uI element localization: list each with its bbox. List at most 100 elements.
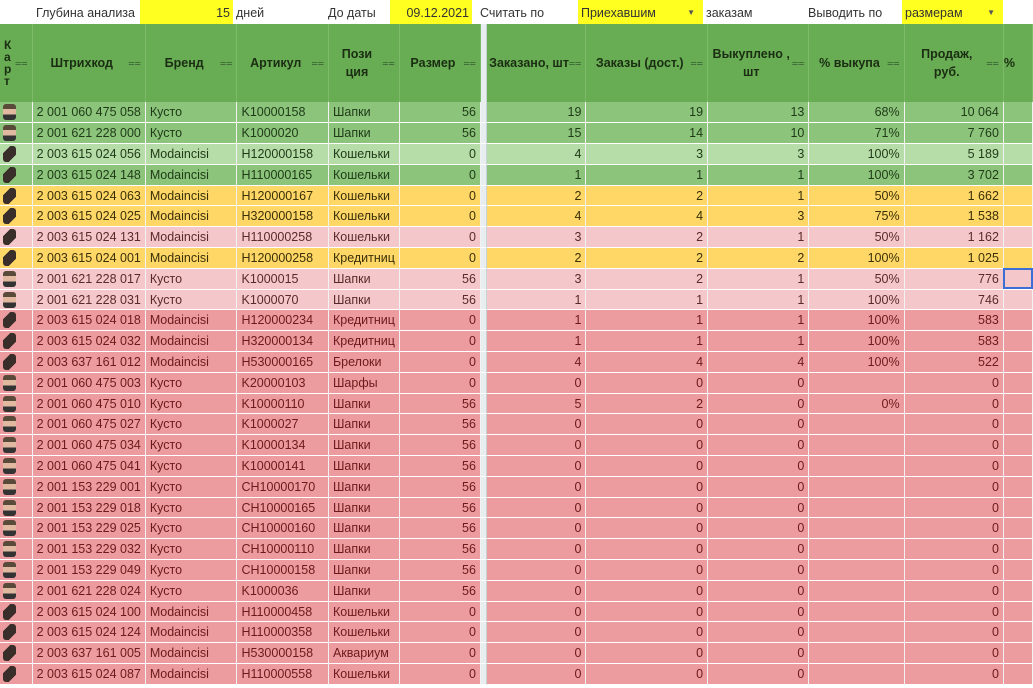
thumbnail-cell[interactable] [0,164,33,186]
cell-ordered[interactable]: 0 [486,455,587,477]
cell-barcode[interactable]: 2 001 153 229 025 [32,517,146,540]
cell-ordered[interactable]: 3 [486,226,587,249]
cell-bought[interactable]: 0 [707,413,810,436]
cell-pos[interactable]: Кошельки [328,185,400,207]
cell-bought[interactable]: 4 [707,351,810,373]
cell-pct[interactable]: 0% [808,393,905,415]
table-row[interactable]: 2 003 637 161 005 Modaincisi H530000158 Акв… [0,642,1033,665]
cell-sales[interactable]: 0 [904,538,1004,561]
cell-pct[interactable]: 75% [808,205,905,228]
cell-brand[interactable]: Кусто [145,559,238,581]
cell-bought[interactable]: 1 [707,185,810,207]
header-image[interactable]: Карт ⩵ [0,24,33,102]
cell-ordered[interactable]: 0 [486,497,587,519]
cell-brand[interactable]: Кусто [145,455,238,477]
cell-pct[interactable] [808,476,905,498]
cell-barcode[interactable]: 2 001 060 475 034 [32,434,146,457]
cell-extra[interactable] [1003,476,1033,498]
cell-sales[interactable]: 7 760 [904,122,1004,145]
cell-pct[interactable]: 100% [808,309,905,332]
cell-brand[interactable]: Кусто [145,538,238,561]
cell-sku[interactable]: CH10000165 [236,497,329,519]
cell-brand[interactable]: Modaincisi [145,226,238,249]
cell-sales[interactable]: 1 662 [904,185,1004,207]
cell-ordered_del[interactable]: 0 [585,476,709,498]
header-sku[interactable]: Артикул ⩵ [236,24,329,102]
cell-bought[interactable]: 0 [707,476,810,498]
thumbnail-cell[interactable] [0,330,33,353]
cell-ordered[interactable]: 1 [486,309,587,332]
cell-ordered[interactable]: 0 [486,538,587,561]
cell-sales[interactable]: 5 189 [904,143,1004,165]
thumbnail-cell[interactable] [0,580,33,602]
header-size[interactable]: Размер ⩵ [399,24,481,102]
cell-extra[interactable] [1003,247,1033,269]
thumbnail-cell[interactable] [0,663,33,685]
cell-pct[interactable] [808,621,905,644]
table-row[interactable]: 2 003 615 024 025 Modaincisi H320000158 Кош… [0,205,1033,228]
cell-pct[interactable] [808,372,905,394]
cell-brand[interactable]: Кусто [145,393,238,415]
cell-barcode[interactable]: 2 003 615 024 025 [32,205,146,228]
cell-sales[interactable]: 0 [904,580,1004,602]
cell-ordered_del[interactable]: 1 [585,164,709,186]
cell-pos[interactable]: Кредитниц [328,330,400,353]
cell-bought[interactable]: 0 [707,663,810,685]
table-row[interactable]: 2 003 615 024 148 Modaincisi H110000165 Кош… [0,164,1033,186]
cell-sales[interactable]: 1 025 [904,247,1004,269]
cell-bought[interactable]: 1 [707,309,810,332]
cell-bought[interactable]: 0 [707,559,810,581]
cell-sku[interactable]: K1000027 [236,413,329,436]
thumbnail-cell[interactable] [0,455,33,477]
table-row[interactable]: 2 003 615 024 018 Modaincisi H120000234 Кре… [0,309,1033,332]
cell-size[interactable]: 0 [399,351,481,373]
cell-sku[interactable]: H110000458 [236,601,329,623]
cell-ordered[interactable]: 0 [486,517,587,540]
cell-pct[interactable] [808,663,905,685]
cell-pct[interactable]: 100% [808,330,905,353]
cell-sku[interactable]: K10000141 [236,455,329,477]
cell-ordered[interactable]: 1 [486,289,587,311]
cell-bought[interactable]: 0 [707,580,810,602]
filter-icon[interactable]: ⩵ [382,57,395,69]
cell-ordered[interactable]: 4 [486,205,587,228]
cell-barcode[interactable]: 2 001 060 475 041 [32,455,146,477]
cell-brand[interactable]: Кусто [145,289,238,311]
thumbnail-cell[interactable] [0,247,33,269]
cell-extra[interactable] [1003,621,1033,644]
cell-pct[interactable]: 100% [808,351,905,373]
filter-icon[interactable]: ⩵ [311,57,324,69]
cell-brand[interactable]: Кусто [145,580,238,602]
thumbnail-cell[interactable] [0,226,33,249]
cell-barcode[interactable]: 2 001 621 228 000 [32,122,146,145]
cell-ordered[interactable]: 0 [486,601,587,623]
cell-sku[interactable]: H120000158 [236,143,329,165]
cell-sku[interactable]: K20000103 [236,372,329,394]
cell-sku[interactable]: H320000134 [236,330,329,353]
cell-extra[interactable] [1003,268,1033,290]
cell-ordered[interactable]: 0 [486,434,587,457]
cell-bought[interactable]: 0 [707,455,810,477]
cell-barcode[interactable]: 2 001 060 475 058 [32,102,146,124]
depth-input[interactable]: 15 [140,0,233,24]
cell-size[interactable]: 56 [399,434,481,457]
cell-pct[interactable]: 100% [808,289,905,311]
cell-pct[interactable] [808,517,905,540]
cell-barcode[interactable]: 2 003 615 024 056 [32,143,146,165]
cell-bought[interactable]: 1 [707,330,810,353]
table-row[interactable]: 2 001 060 475 058 Кусто K10000158 Шапки 56 19… [0,102,1033,124]
table-row[interactable]: 2 001 153 229 049 Кусто CH10000158 Шапки 56 0… [0,559,1033,581]
cell-extra[interactable] [1003,372,1033,394]
cell-bought[interactable]: 1 [707,164,810,186]
cell-extra[interactable] [1003,164,1033,186]
cell-sales[interactable]: 583 [904,309,1004,332]
cell-ordered[interactable]: 0 [486,559,587,581]
table-row[interactable]: 2 003 615 024 056 Modaincisi H120000158 Кош… [0,143,1033,165]
cell-brand[interactable]: Кусто [145,517,238,540]
filter-icon[interactable]: ⩵ [886,57,900,69]
cell-pct[interactable]: 100% [808,247,905,269]
cell-sku[interactable]: CH10000170 [236,476,329,498]
cell-size[interactable]: 56 [399,122,481,145]
thumbnail-cell[interactable] [0,559,33,581]
cell-sku[interactable]: H530000165 [236,351,329,373]
